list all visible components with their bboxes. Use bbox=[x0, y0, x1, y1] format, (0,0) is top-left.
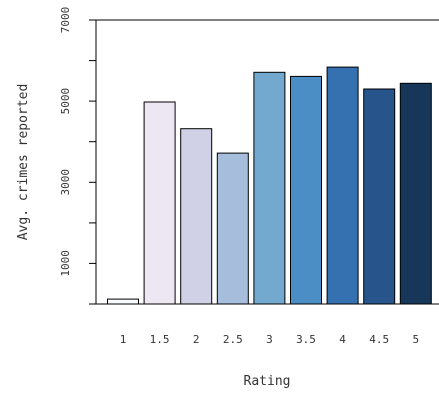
x-tick-label: 3 bbox=[266, 333, 273, 346]
y-tick-label: 7000 bbox=[59, 7, 72, 34]
bar-2.5 bbox=[216, 152, 249, 305]
x-tick-label: 1 bbox=[120, 333, 127, 346]
bars-group bbox=[107, 66, 432, 305]
bar-1.5 bbox=[143, 101, 176, 305]
bar-4 bbox=[326, 66, 359, 305]
y-tick-label: 1000 bbox=[59, 250, 72, 277]
x-tick-label: 4 bbox=[339, 333, 346, 346]
bar-1 bbox=[107, 298, 139, 305]
y-tick-label: 3000 bbox=[59, 169, 72, 196]
x-tick-label: 2.5 bbox=[223, 333, 243, 346]
x-tick-label: 3.5 bbox=[296, 333, 316, 346]
x-ticks-group: 1 1.5 2 2.5 3 3.5 4 4.5 5 bbox=[120, 333, 419, 346]
y-tick-label: 5000 bbox=[59, 88, 72, 115]
bar-3.5 bbox=[290, 75, 322, 305]
y-ticks-group: 1000 3000 5000 7000 bbox=[59, 7, 96, 305]
bar-2 bbox=[180, 128, 213, 305]
bar-3 bbox=[253, 71, 286, 305]
bar-5 bbox=[399, 82, 432, 305]
x-tick-label: 5 bbox=[412, 333, 419, 346]
x-tick-label: 4.5 bbox=[369, 333, 389, 346]
x-tick-label: 2 bbox=[193, 333, 200, 346]
bar-4.5 bbox=[363, 88, 396, 305]
x-tick-label: 1.5 bbox=[150, 333, 170, 346]
x-axis-label: Rating bbox=[244, 374, 291, 389]
y-axis-label: Avg. crimes reported bbox=[16, 84, 31, 241]
